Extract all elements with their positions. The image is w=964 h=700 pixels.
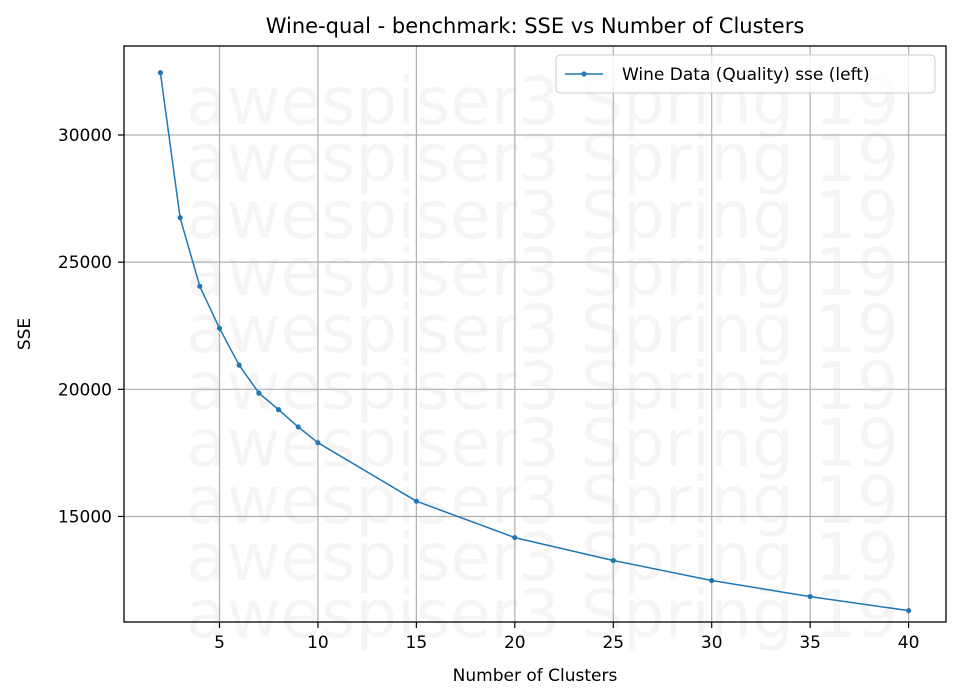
plot-frame	[123, 45, 947, 623]
watermark-text: awespiser3 Spring 19	[186, 576, 899, 653]
watermark-text: awespiser3 Spring 19	[186, 120, 899, 197]
watermark-text: awespiser3 Spring 19	[186, 234, 899, 311]
x-tick-label: 30	[701, 633, 723, 653]
x-tick-label: 20	[504, 633, 526, 653]
x-axis-label: Number of Clusters	[453, 666, 618, 686]
x-tick-label: 5	[214, 633, 225, 653]
data-point	[512, 534, 518, 541]
data-point	[216, 325, 223, 331]
x-tick-label: 15	[406, 633, 428, 653]
data-point	[197, 283, 203, 289]
data-point	[256, 390, 262, 396]
data-point	[275, 407, 282, 413]
data-point	[177, 215, 183, 221]
watermark-text: awespiser3 Spring 19	[186, 177, 899, 254]
y-axis-label: SSE	[15, 318, 35, 350]
x-tick-label: 10	[307, 633, 329, 653]
y-tick-label: 15000	[58, 507, 112, 527]
legend-entry-label: Wine Data (Quality) sse (left)	[622, 65, 870, 85]
data-point	[905, 607, 912, 614]
data-point	[610, 557, 616, 564]
y-tick-label: 25000	[58, 253, 112, 273]
watermark-text: awespiser3 Spring 19	[186, 405, 899, 482]
legend-box	[555, 54, 936, 94]
legend: Wine Data (Quality) sse (left)	[555, 54, 936, 94]
legend-marker-sample	[581, 71, 587, 77]
data-point	[295, 424, 301, 430]
series-layer	[157, 70, 912, 614]
y-tick-label: 20000	[58, 380, 112, 400]
watermark-text: awespiser3 Spring 19	[186, 462, 899, 539]
data-point	[315, 440, 321, 446]
grid-layer	[124, 46, 946, 622]
data-point	[709, 577, 715, 584]
data-point	[807, 593, 813, 600]
chart-title: Wine-qual - benchmark: SSE vs Number of …	[266, 14, 805, 38]
watermark-text: awespiser3 Spring 19	[186, 348, 899, 425]
ticks-layer: 5 10 15 20 25 30 35 40 15000 20000 25000 30000	[58, 126, 920, 653]
data-point	[236, 362, 242, 368]
data-point	[157, 70, 164, 76]
x-tick-label: 40	[898, 633, 920, 653]
x-tick-label: 35	[799, 633, 821, 653]
y-tick-label: 30000	[58, 126, 112, 146]
watermark-text: awespiser3 Spring 19	[186, 519, 899, 596]
x-tick-label: 25	[602, 633, 624, 653]
data-point	[413, 498, 419, 504]
watermark-text: awespiser3 Spring 19	[186, 291, 899, 368]
